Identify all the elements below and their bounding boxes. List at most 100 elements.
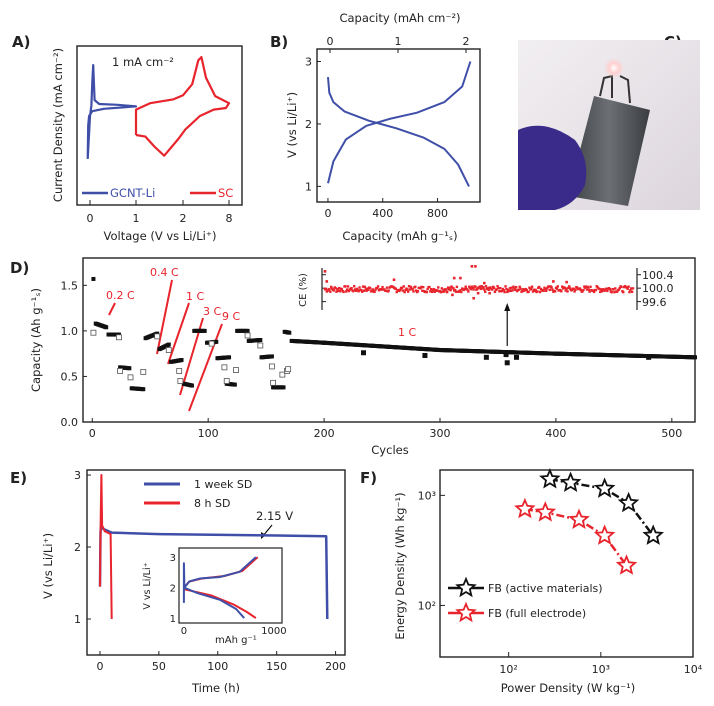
d-ce-point <box>428 285 431 289</box>
d-ce-point <box>531 290 535 293</box>
d-ce-point <box>497 287 500 290</box>
d-inset-ytick: 100.4 <box>642 269 674 282</box>
d-ce-point <box>361 285 365 288</box>
e-xtick: 150 <box>266 660 287 673</box>
d-ce-point <box>455 285 459 289</box>
d-inset-ylabel: CE (%) <box>298 273 309 307</box>
a-curve-sc <box>134 56 231 157</box>
d-rate-label: 0.4 C <box>150 266 179 279</box>
d-ce-point <box>376 287 379 290</box>
d-ce-point <box>450 285 453 288</box>
d-xtick: 0 <box>89 427 96 440</box>
b-ylabel: V (vs Li/Li⁺) <box>285 92 299 158</box>
b-curve-0 <box>327 77 470 187</box>
d-xtick: 100 <box>198 427 219 440</box>
a-annotation: 1 mA cm⁻² <box>112 55 174 69</box>
d-ce-point <box>334 287 337 290</box>
e-ylabel: V (vs Li/Li⁺) <box>41 533 55 599</box>
d-ce-point <box>550 286 553 289</box>
d-rate-label: 3 C <box>203 305 221 318</box>
d-ce-point <box>584 285 588 288</box>
d-ce-point <box>518 285 521 288</box>
d-ce-point <box>325 280 329 283</box>
d-open-marker <box>116 334 122 341</box>
d-ce-point <box>425 290 428 294</box>
d-ce-point <box>411 288 414 291</box>
d-ce-point <box>370 289 374 293</box>
d-open-marker <box>154 333 161 340</box>
panel-e: V (vs Li/Li⁺) Time (h) 1 week SD 8 h SD … <box>41 478 293 695</box>
panel-label-f: F) <box>360 469 377 487</box>
d-open-marker <box>90 329 97 336</box>
d-ce-point <box>565 287 568 290</box>
d-ce-point <box>467 290 470 293</box>
d-ytick: 1.0 <box>61 325 79 338</box>
d-ce-point <box>514 288 517 292</box>
d-open-marker <box>279 371 286 378</box>
d-xtick: 500 <box>661 427 682 440</box>
b-x2tick: 0 <box>327 35 334 48</box>
d-open-marker <box>285 366 292 373</box>
a-xlabel: Voltage (V vs Li/Li⁺) <box>104 229 217 243</box>
f-star-active <box>559 471 582 492</box>
e-inset-ytick: 1 <box>170 614 176 625</box>
d-ce-point <box>522 288 525 291</box>
f-star-active <box>617 491 640 513</box>
a-ylabel: Current Density (mA cm⁻²) <box>51 48 65 202</box>
d-open-marker <box>270 379 276 386</box>
d-capacity-point <box>483 354 489 360</box>
d-ce-point <box>347 289 351 293</box>
b-xtick: 800 <box>427 207 448 220</box>
d-ce-point <box>344 285 347 288</box>
d-ce-point <box>478 285 482 288</box>
b-x2tick: 1 <box>395 35 402 48</box>
d-capacity-point <box>189 383 194 388</box>
d-xtick: 300 <box>430 427 451 440</box>
d-ce-point <box>530 287 533 291</box>
d-ce-point <box>365 289 368 292</box>
d-ce-point <box>617 288 621 291</box>
d-ce-point <box>513 287 516 290</box>
d-ce-point <box>498 290 501 293</box>
d-ce-point <box>335 290 338 293</box>
d-ce-point <box>582 288 585 292</box>
d-open-marker <box>223 378 230 384</box>
f-xtick: 10³ <box>592 663 610 676</box>
d-ce-point <box>483 290 487 293</box>
f-star-active <box>642 524 665 545</box>
b-curve-1 <box>327 61 472 184</box>
d-ce-point <box>459 276 462 280</box>
d-capacity-point <box>91 276 96 281</box>
d-ce-point <box>392 278 396 282</box>
d-ce-point <box>572 287 575 290</box>
a-legend-sc: SC <box>218 186 233 200</box>
d-ce-point <box>596 286 599 289</box>
b-xtick: 0 <box>324 207 331 220</box>
d-ce-point <box>542 289 545 292</box>
d-ce-point <box>628 290 631 294</box>
d-inset-arrowhead <box>504 303 511 311</box>
d-ce-point <box>629 289 632 292</box>
d-ce-point <box>594 288 598 292</box>
d-ce-point <box>519 287 522 290</box>
f-legend-star-active <box>455 576 477 598</box>
d-ce-point <box>471 286 475 290</box>
panel-label-e: E) <box>10 469 27 487</box>
panel-a: Current Density (mA cm⁻²) Voltage (V vs … <box>51 48 233 243</box>
d-rate-label: 1 C <box>186 290 204 303</box>
b-xtick: 400 <box>372 207 393 220</box>
d-ce-point <box>563 286 567 290</box>
d-capacity-point <box>166 342 171 347</box>
d-ce-point <box>445 290 449 294</box>
d-capacity-point <box>693 355 697 360</box>
battery-photo <box>518 40 700 210</box>
e-inset-curve-1 <box>183 588 257 619</box>
d-ce-point <box>430 288 433 291</box>
f-ytick: 10² <box>418 599 436 612</box>
d-capacity-point <box>232 382 237 387</box>
panel-d: Capacity (Ah g⁻¹ₛ) Cycles 0.2 C 0.4 C 1 … <box>29 266 674 457</box>
e-legend-8h: 8 h SD <box>194 497 230 510</box>
d-ce-point <box>363 285 367 289</box>
d-ce-point <box>536 290 539 293</box>
